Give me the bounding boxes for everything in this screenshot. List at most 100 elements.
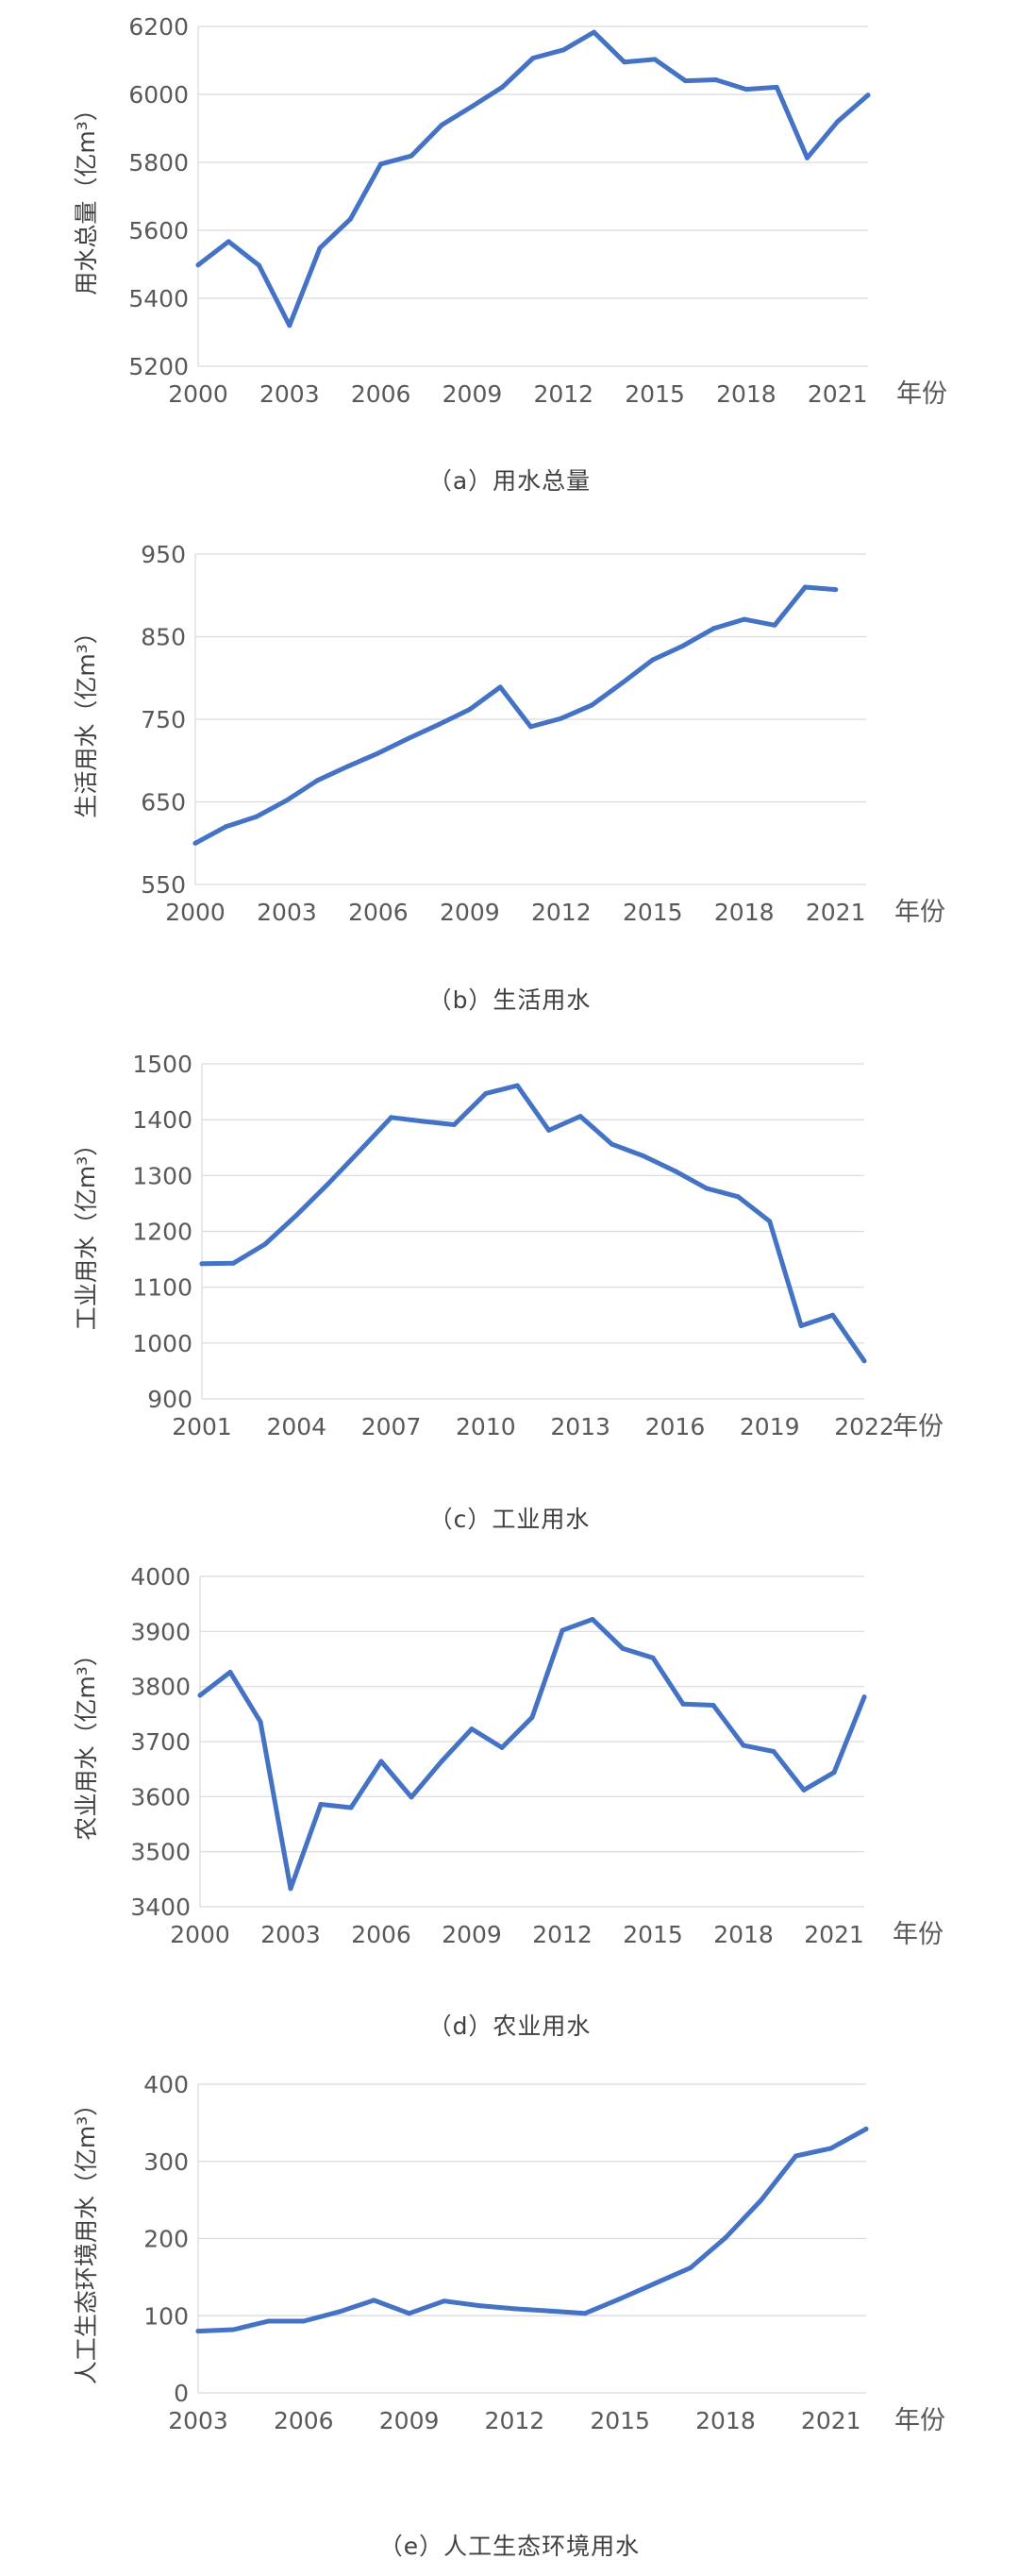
y-tick-label: 3400	[130, 1894, 191, 1921]
x-tick-label: 2009	[379, 2407, 440, 2434]
data-point	[483, 1090, 489, 1096]
y-axis-label: 用水总量（亿m³）	[73, 97, 100, 295]
y-tick-label: 6200	[128, 13, 189, 41]
data-point	[620, 1645, 626, 1651]
data-point	[409, 153, 414, 159]
chart-b-domestic-water-use: 550 650 750 850 950 2000 2003 2006 2009 2012 2015 2…	[73, 541, 945, 927]
y-tick-label: 3500	[130, 1839, 191, 1866]
data-point	[406, 735, 411, 741]
x-tick-label: 2007	[361, 1413, 422, 1440]
chart-d-agricultural-water-use: 3400 3500 3600 3700 3800 3900 4000 2000 2003 2006…	[73, 1563, 944, 1949]
data-point	[650, 1655, 656, 1660]
x-tick-label: 2015	[623, 1921, 683, 1948]
x-tick-label: 2012	[532, 1921, 593, 1948]
x-tick-label: 2021	[806, 899, 866, 926]
data-point	[798, 1322, 804, 1328]
data-point	[266, 2318, 272, 2324]
chart-d-caption: （d）农业用水	[427, 2012, 592, 2040]
x-tick-label: 2006	[351, 380, 411, 408]
x-axis-label: 年份	[894, 898, 945, 927]
data-point	[688, 2265, 693, 2271]
x-tick-label: 2004	[266, 1413, 326, 1440]
x-tick-label: 2019	[740, 1413, 800, 1440]
data-point	[547, 2308, 553, 2314]
data-point	[257, 262, 262, 268]
data-point	[652, 2281, 658, 2286]
data-point	[802, 584, 808, 590]
data-point	[469, 1726, 475, 1732]
y-tick-label: 3900	[130, 1618, 191, 1645]
data-point	[710, 1703, 716, 1708]
x-tick-label: 2022	[834, 1413, 894, 1440]
data-point	[617, 2296, 623, 2301]
data-point	[378, 161, 384, 167]
data-point	[511, 2306, 517, 2312]
y-tick-label: 300	[143, 2148, 189, 2176]
chart-c-caption: （c）工业用水	[428, 1506, 591, 1533]
x-tick-label: 2009	[440, 899, 500, 926]
x-axis-label: 年份	[896, 379, 947, 409]
data-point	[301, 2318, 307, 2324]
data-point	[347, 216, 353, 222]
y-tick-label: 1000	[132, 1330, 192, 1357]
x-tick-label: 2018	[714, 899, 775, 926]
x-tick-label: 2012	[485, 2407, 545, 2434]
data-point	[288, 1886, 293, 1892]
data-point	[559, 716, 564, 721]
y-axis-label: 工业用水（亿m³）	[73, 1133, 100, 1330]
x-tick-label: 2015	[625, 380, 685, 408]
y-tick-label: 1300	[132, 1162, 192, 1189]
data-point	[439, 122, 444, 127]
y-tick-label: 550	[141, 871, 186, 899]
y-axis-label: 农业用水（亿m³）	[73, 1642, 100, 1840]
data-point	[314, 778, 320, 783]
y-tick-label: 3700	[130, 1728, 191, 1756]
data-point	[409, 1794, 414, 1800]
x-tick-label: 2013	[550, 1413, 610, 1440]
y-tick-label: 850	[141, 624, 186, 651]
data-point	[742, 616, 747, 622]
x-axis-label: 年份	[894, 2406, 945, 2435]
data-point	[499, 1744, 505, 1750]
data-point	[223, 824, 228, 830]
x-tick-label: 2000	[168, 380, 228, 408]
data-point	[652, 57, 658, 62]
data-point	[318, 1802, 324, 1807]
data-point	[192, 840, 198, 846]
data-point	[743, 87, 749, 93]
data-point	[546, 1127, 552, 1133]
data-point	[258, 1719, 263, 1725]
data-point	[528, 724, 533, 730]
y-tick-label: 5600	[128, 217, 189, 244]
data-point	[831, 1770, 837, 1776]
data-point	[284, 798, 290, 803]
series-line	[197, 1617, 867, 1892]
x-tick-label: 2012	[531, 899, 592, 926]
x-axis-label: 年份	[893, 1412, 944, 1441]
data-point	[735, 1194, 741, 1200]
data-point	[622, 59, 627, 65]
series-line	[195, 29, 871, 328]
data-point	[801, 1787, 807, 1793]
data-point	[371, 2298, 376, 2303]
data-point	[589, 702, 594, 708]
x-tick-label: 2003	[257, 899, 317, 926]
x-tick-label: 2018	[695, 2407, 756, 2434]
data-point	[378, 1759, 384, 1764]
data-point	[833, 587, 839, 593]
x-tick-label: 2015	[623, 899, 683, 926]
data-point	[287, 323, 292, 328]
data-point	[793, 2153, 798, 2159]
data-point	[293, 1212, 299, 1218]
x-tick-label: 2006	[351, 1921, 411, 1948]
data-point	[227, 1670, 233, 1675]
data-point	[804, 155, 810, 160]
x-axis-label: 年份	[893, 1920, 944, 1949]
data-point	[772, 622, 777, 628]
data-point	[723, 2235, 728, 2241]
x-tick-label: 2006	[348, 899, 409, 926]
y-tick-label: 900	[147, 1386, 192, 1413]
data-point	[865, 93, 871, 98]
x-tick-label: 2003	[168, 2407, 228, 2434]
y-tick-label: 1500	[132, 1051, 192, 1078]
